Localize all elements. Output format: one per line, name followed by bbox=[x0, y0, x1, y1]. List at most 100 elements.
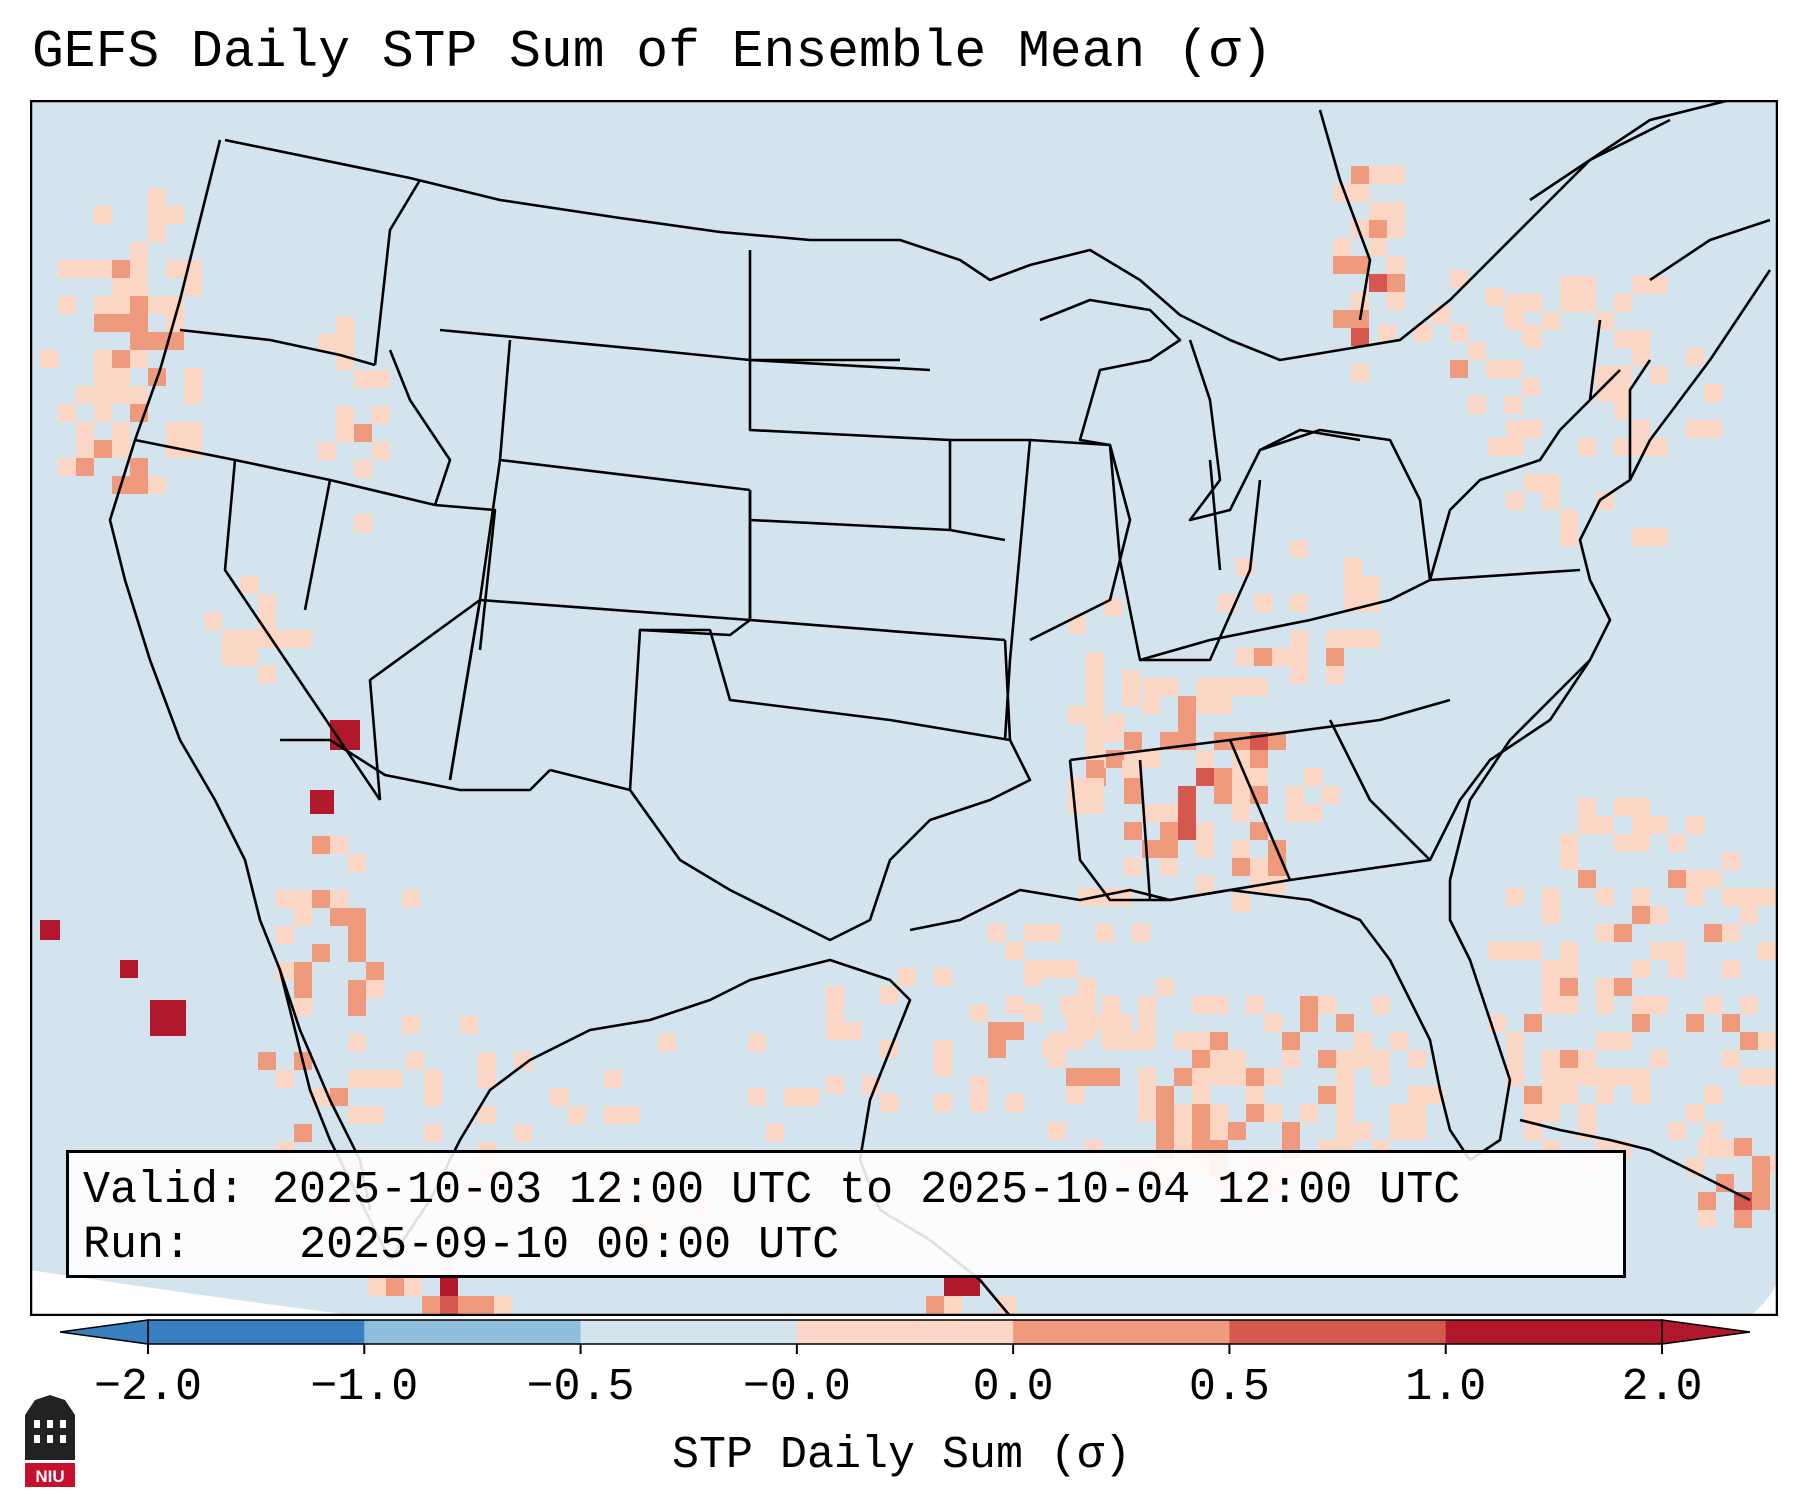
anomaly-cell bbox=[240, 648, 258, 666]
anomaly-cell bbox=[1542, 906, 1560, 924]
anomaly-cell bbox=[1138, 996, 1156, 1014]
anomaly-cell bbox=[1160, 804, 1178, 822]
anomaly-cell bbox=[1268, 732, 1286, 750]
ok bbox=[640, 628, 1012, 742]
anomaly-cell bbox=[1596, 996, 1614, 1014]
anomaly-cell bbox=[1596, 492, 1614, 510]
colorbar-segment bbox=[796, 1320, 1014, 1344]
anomaly-cell bbox=[1506, 420, 1524, 438]
anomaly-cell bbox=[1160, 822, 1178, 840]
wa-or bbox=[179, 328, 376, 367]
anomaly-cell bbox=[258, 1052, 276, 1070]
anomaly-cell bbox=[1192, 1050, 1210, 1068]
anomaly-cell bbox=[1668, 942, 1686, 960]
anomaly-cell bbox=[1632, 906, 1650, 924]
anomaly-cell bbox=[336, 406, 354, 424]
anomaly-cell bbox=[514, 1124, 532, 1142]
anomaly-cell bbox=[1578, 1104, 1596, 1122]
anomaly-cell bbox=[826, 986, 844, 1004]
anomaly-cell bbox=[130, 332, 148, 350]
anomaly-cell bbox=[354, 514, 372, 532]
anomaly-cell bbox=[1524, 474, 1542, 492]
anomaly-cell bbox=[1522, 378, 1540, 396]
anomaly-cell bbox=[1174, 1032, 1192, 1050]
anomaly-cell bbox=[94, 296, 112, 314]
cuba bbox=[1519, 1118, 1751, 1202]
anomaly-cell bbox=[166, 260, 184, 278]
anomaly-cell bbox=[1196, 822, 1214, 840]
colorbar-segment bbox=[1229, 1320, 1447, 1344]
anomaly-cell bbox=[1336, 1050, 1354, 1068]
anomaly-cell bbox=[222, 648, 240, 666]
anomaly-cell bbox=[1560, 996, 1578, 1014]
anomaly-cell bbox=[130, 314, 148, 332]
anomaly-cell bbox=[130, 386, 148, 404]
anomaly-cell bbox=[476, 1296, 494, 1314]
colorbar-segment bbox=[1445, 1320, 1663, 1344]
anomaly-cell bbox=[422, 1296, 440, 1314]
anomaly-cell bbox=[1614, 924, 1632, 942]
anomaly-cell bbox=[294, 962, 312, 980]
anomaly-cell bbox=[1178, 696, 1196, 714]
anomaly-cell bbox=[440, 1296, 458, 1314]
colorbar-tick-label: −0.5 bbox=[526, 1362, 635, 1413]
anomaly-cell bbox=[1504, 396, 1522, 414]
anomaly-cell bbox=[1250, 678, 1268, 696]
anomaly-cell bbox=[1752, 1192, 1770, 1210]
anomaly-cell bbox=[1560, 852, 1578, 870]
anomaly-cell bbox=[348, 944, 366, 962]
anomaly-cell bbox=[58, 260, 76, 278]
anomaly-cell bbox=[1048, 1122, 1066, 1140]
anomaly-cell bbox=[1596, 366, 1614, 384]
ky-tn bbox=[1069, 568, 1581, 762]
anomaly-cell bbox=[348, 908, 366, 926]
anomaly-cell bbox=[1506, 1032, 1524, 1050]
anomaly-cell bbox=[130, 242, 148, 260]
anomaly-cell bbox=[1042, 1040, 1060, 1058]
valid-run-info-box: Valid: 2025-10-03 12:00 UTC to 2025-10-0… bbox=[66, 1150, 1626, 1278]
anomaly-cell bbox=[880, 1094, 898, 1112]
anomaly-cell bbox=[366, 1070, 384, 1088]
anomaly-cell bbox=[1506, 1050, 1524, 1068]
anomaly-cell bbox=[1722, 1050, 1740, 1068]
anomaly-cell bbox=[1196, 750, 1214, 768]
anomaly-cell bbox=[1722, 852, 1740, 870]
anomaly-cell bbox=[1578, 438, 1596, 456]
anomaly-cell bbox=[1232, 732, 1250, 750]
anomaly-cell bbox=[130, 476, 148, 494]
anomaly-cell bbox=[1686, 1104, 1704, 1122]
anomaly-cell bbox=[1290, 666, 1308, 684]
gulf-coast bbox=[909, 880, 1512, 1162]
anomaly-cell bbox=[1704, 1086, 1722, 1104]
anomaly-cell bbox=[568, 1106, 586, 1124]
anomaly-cell bbox=[404, 1278, 422, 1296]
east-coast bbox=[1448, 269, 1772, 881]
anomaly-cell bbox=[1596, 816, 1614, 834]
anomaly-cell bbox=[130, 350, 148, 368]
colorbar bbox=[59, 1318, 1751, 1378]
anomaly-cell bbox=[1192, 1122, 1210, 1140]
anomaly-cell bbox=[1632, 1068, 1650, 1086]
anomaly-cell bbox=[330, 720, 360, 750]
anomaly-cell bbox=[1086, 796, 1104, 814]
anomaly-cell bbox=[1006, 942, 1024, 960]
anomaly-cell bbox=[424, 1088, 442, 1106]
anomaly-cell bbox=[330, 1088, 348, 1106]
anomaly-cell bbox=[934, 968, 952, 986]
anomaly-cell bbox=[1632, 528, 1650, 546]
anomaly-cell bbox=[94, 440, 112, 458]
state-borders bbox=[108, 100, 1772, 1316]
anomaly-cell bbox=[1542, 1086, 1560, 1104]
anomaly-cell bbox=[1218, 594, 1236, 612]
nv-ut bbox=[303, 479, 332, 611]
anomaly-cell bbox=[1698, 1138, 1716, 1156]
anomaly-cell bbox=[1578, 294, 1596, 312]
anomaly-cell bbox=[166, 206, 184, 224]
anomaly-cell bbox=[1560, 834, 1578, 852]
anomaly-cell bbox=[1196, 696, 1214, 714]
anomaly-cell bbox=[1122, 688, 1140, 706]
anomaly-cell bbox=[1104, 598, 1122, 616]
anomaly-cell bbox=[1142, 696, 1160, 714]
anomaly-cell bbox=[1650, 276, 1668, 294]
dakotas bbox=[748, 250, 952, 530]
